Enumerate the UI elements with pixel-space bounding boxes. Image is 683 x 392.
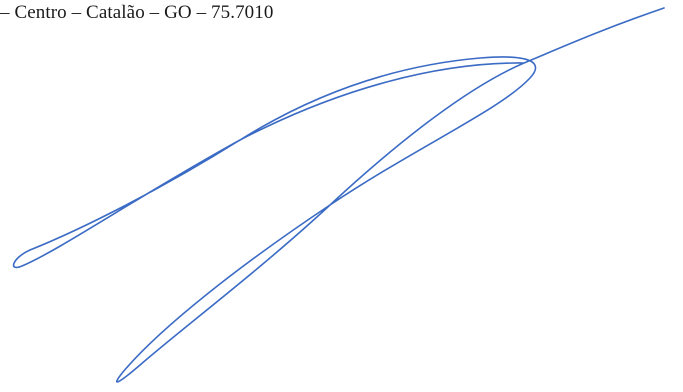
signature-stroke <box>12 7 665 383</box>
address-line: – Centro – Catalão – GO – 75.7010 <box>0 2 274 23</box>
